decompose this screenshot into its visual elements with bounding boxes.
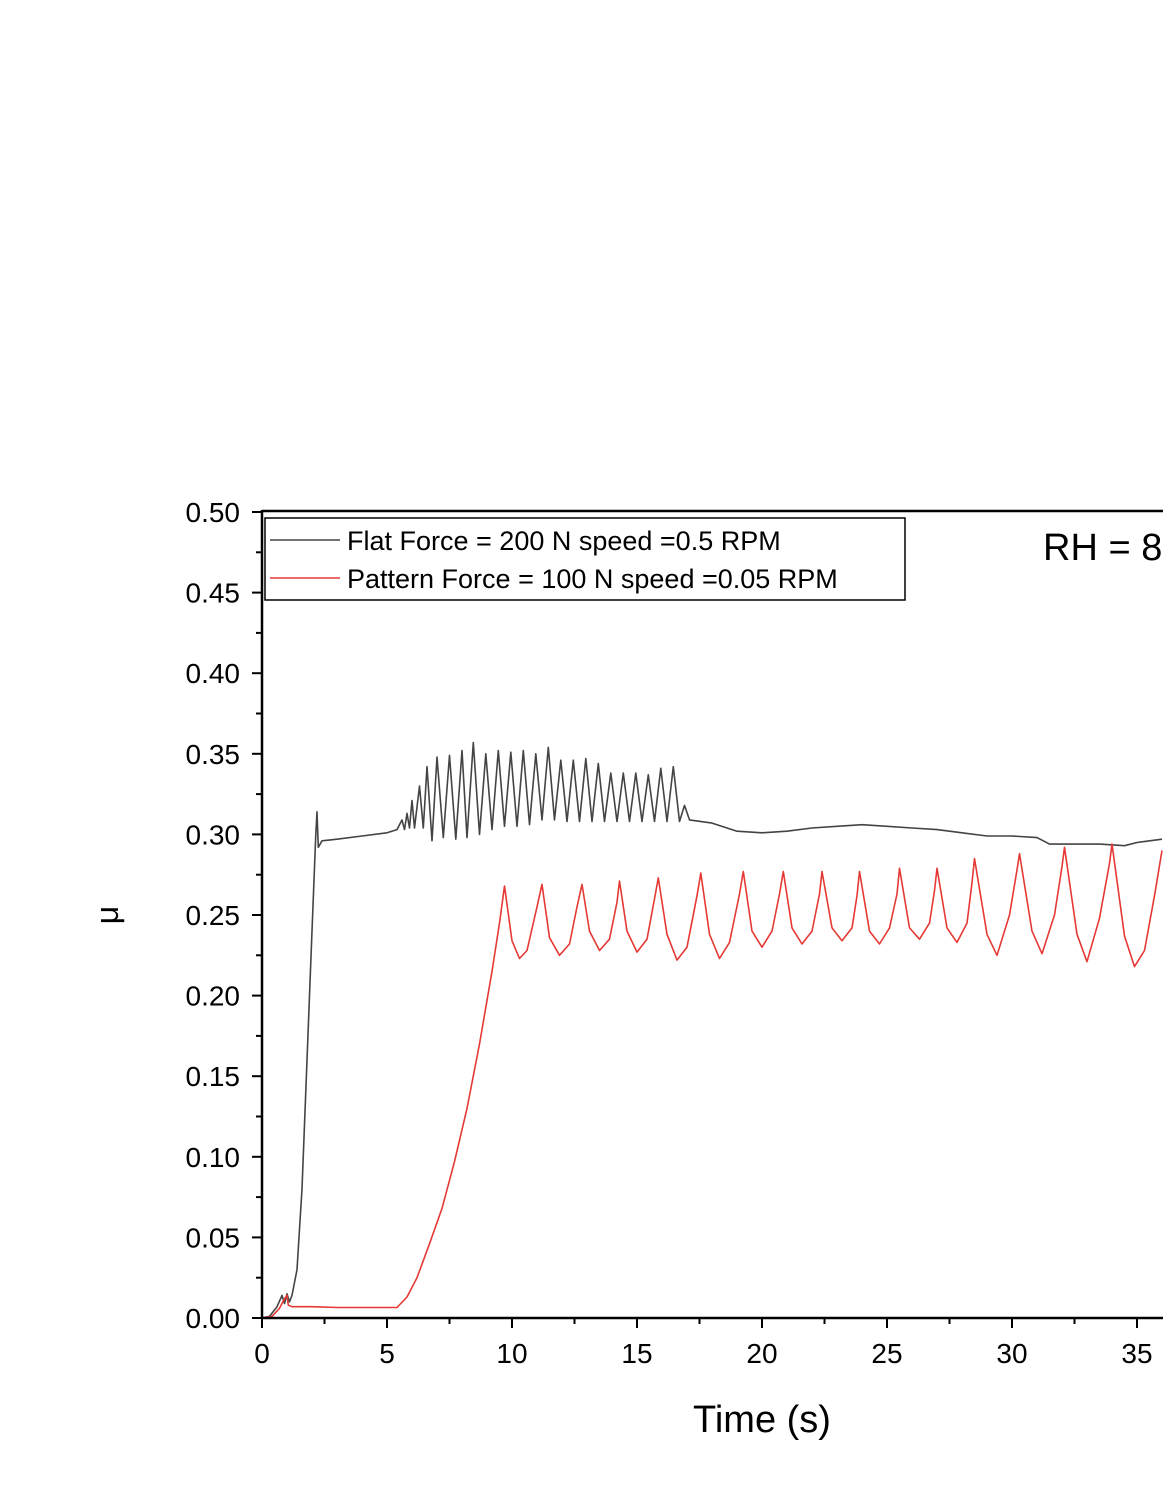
series-layer	[262, 741, 1163, 1318]
legend-label-pattern: Pattern Force = 100 N speed =0.05 RPM	[347, 564, 838, 594]
x-tick-label: 25	[871, 1338, 902, 1369]
legend-box	[264, 517, 906, 601]
x-tick-label: 0	[254, 1338, 270, 1369]
y-tick-label: 0.00	[186, 1303, 241, 1334]
x-tick-label: 35	[1121, 1338, 1152, 1369]
x-tick-label: 10	[496, 1338, 527, 1369]
y-tick-label: 0.15	[186, 1061, 241, 1092]
y-tick-label: 0.40	[186, 658, 241, 689]
y-tick-label: 0.35	[186, 739, 241, 770]
series-line-pattern	[262, 843, 1163, 1318]
x-tick-label: 20	[746, 1338, 777, 1369]
x-tick-label: 5	[379, 1338, 395, 1369]
y-tick-label: 0.30	[186, 819, 241, 850]
y-tick-label: 0.50	[186, 497, 241, 528]
y-tick-label: 0.45	[186, 578, 241, 609]
x-ticks: 0 5 10 15 20 25 30 35	[254, 1318, 1153, 1369]
legend-label-flat: Flat Force = 200 N speed =0.5 RPM	[347, 526, 781, 556]
x-tick-label: 30	[996, 1338, 1027, 1369]
y-tick-label: 0.20	[186, 981, 241, 1012]
y-tick-label: 0.10	[186, 1142, 241, 1173]
legend: Flat Force = 200 N speed =0.5 RPM Patter…	[264, 517, 906, 601]
rh-annotation: RH = 8	[1043, 527, 1162, 569]
x-axis-label: Time (s)	[693, 1399, 831, 1441]
y-ticks: 0.00 0.05 0.10 0.15 0.20 0.25 0.30 0.35 0.40 0.45…	[186, 497, 262, 1334]
x-tick-label: 15	[621, 1338, 652, 1369]
y-axis-label: μ	[89, 906, 125, 924]
series-line-flat	[262, 741, 1163, 1318]
y-tick-label: 0.25	[186, 900, 241, 931]
y-tick-label: 0.05	[186, 1222, 241, 1253]
